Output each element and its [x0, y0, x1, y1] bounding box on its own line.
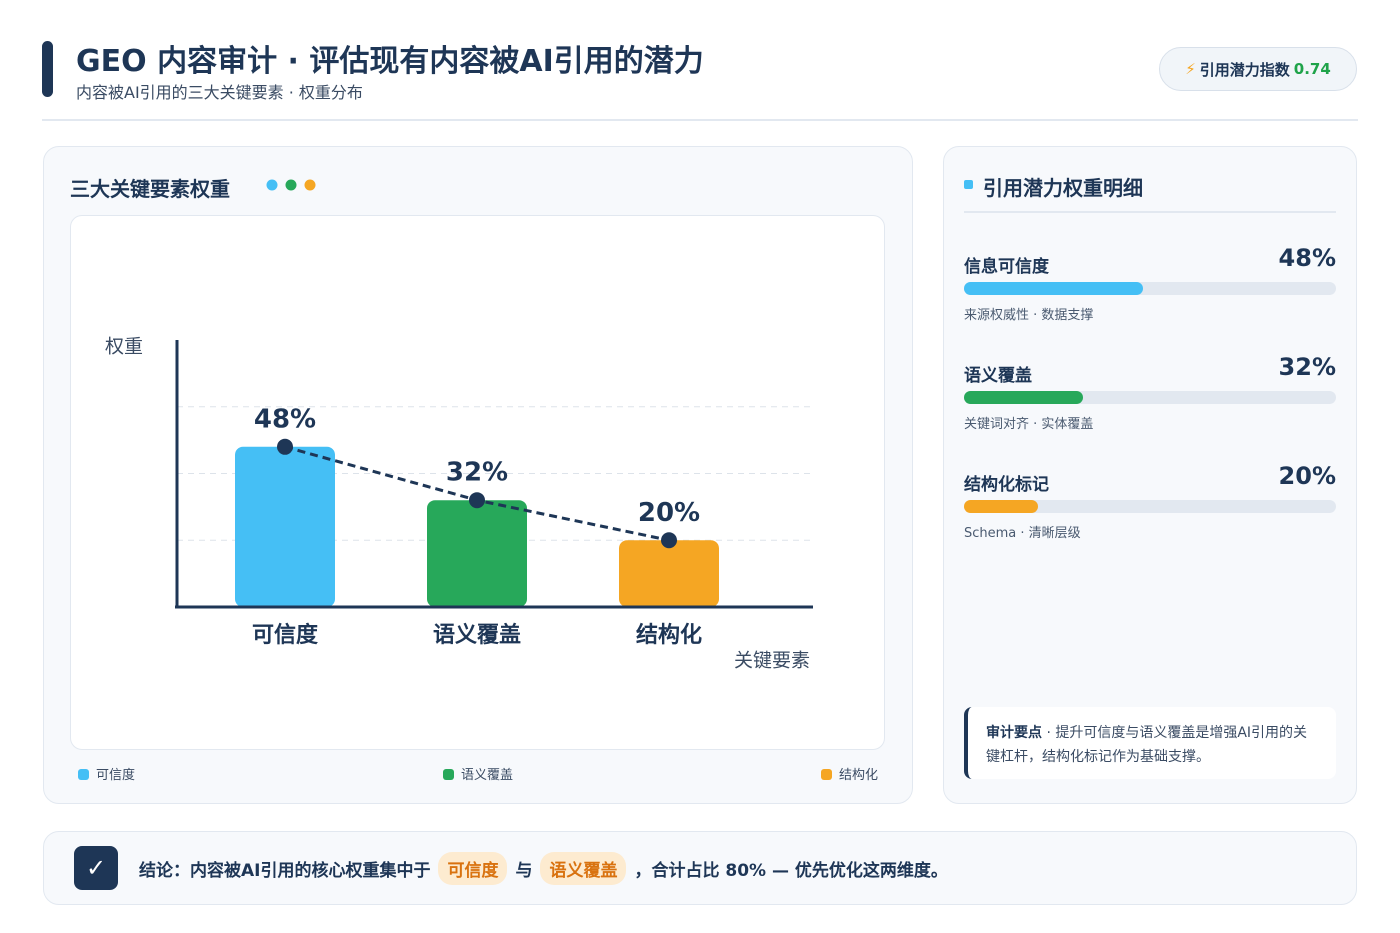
legend-swatch	[78, 769, 89, 780]
title-marker	[964, 180, 973, 189]
legend-swatch	[442, 769, 454, 780]
item-value: 32%	[1278, 353, 1336, 381]
accent-bar	[42, 41, 53, 97]
badge-value: 0.74	[1293, 60, 1331, 78]
conclusion-lead: 结论：内容被AI引用的核心权重集中于	[139, 860, 431, 881]
bar	[235, 446, 335, 607]
progress-bar	[964, 391, 1084, 404]
value-label: 32%	[446, 458, 508, 488]
title-dots	[266, 179, 316, 191]
tip-label: 审计要点	[986, 725, 1042, 741]
legend-swatch	[820, 769, 832, 780]
item-name: 信息可信度	[964, 257, 1049, 277]
x-tick-label: 结构化	[636, 622, 702, 648]
value-label: 20%	[638, 498, 700, 528]
legend-item: 可信度	[78, 764, 135, 783]
chart-title: 三大关键要素权重	[70, 177, 230, 201]
item-name: 语义覆盖	[964, 366, 1032, 386]
badge-label: 引用潜力指数	[1199, 60, 1290, 79]
item-name: 结构化标记	[964, 475, 1049, 495]
tip-text: · 提升可信度与语义覆盖是增强AI引用的关键杠杆，结构化标记作为基础支撑。	[986, 725, 1308, 765]
divider	[42, 119, 1358, 121]
page-title: GEO 内容审计 · 评估现有内容被AI引用的潜力	[76, 44, 704, 79]
conclusion-joiner: 与	[515, 860, 533, 881]
x-tick-label: 可信度	[252, 622, 319, 648]
point	[277, 438, 293, 455]
chart: 权重 关键要素 可信度 语义覆盖 结构化 48% 32% 20%	[105, 336, 813, 672]
badge: ⚡ 引用潜力指数 0.74	[1159, 47, 1357, 91]
check-icon: ✓	[74, 846, 118, 890]
x-axis-label: 关键要素	[734, 650, 810, 672]
conclusion: ✓ 结论：内容被AI引用的核心权重集中于 可信度 与 语义覆盖 ，合计占比 80…	[43, 831, 1357, 905]
tip: 审计要点 · 提升可信度与语义覆盖是增强AI引用的关键杠杆，结构化标记作为基础支…	[964, 707, 1336, 779]
legend-item: 语义覆盖	[442, 764, 513, 783]
legend-label: 结构化	[838, 768, 878, 783]
bar	[427, 500, 527, 607]
progress-track	[964, 391, 1336, 404]
highlight: 可信度	[438, 851, 508, 885]
progress-bar	[964, 500, 1039, 513]
y-axis-label: 权重	[105, 336, 143, 358]
x-tick-label: 语义覆盖	[433, 622, 521, 648]
legend-item: 结构化	[820, 764, 878, 783]
item-note: 关键词对齐 · 实体覆盖	[964, 417, 1094, 432]
progress-bar	[964, 282, 1143, 295]
panel-title: 引用潜力权重明细	[983, 176, 1143, 200]
conclusion-tail: ，合计占比 80% — 优先优化这两维度。	[634, 860, 948, 881]
page-subtitle: 内容被AI引用的三大关键要素 · 权重分布	[76, 83, 363, 102]
point	[661, 532, 677, 549]
highlight: 语义覆盖	[540, 851, 627, 885]
legend-label: 语义覆盖	[460, 768, 513, 783]
item-value: 20%	[1278, 462, 1336, 490]
progress-track	[964, 282, 1336, 295]
item-note: 来源权威性 · 数据支撑	[964, 308, 1094, 323]
value-label: 48%	[254, 404, 316, 434]
legend-label: 可信度	[96, 768, 136, 783]
detail-card	[943, 146, 1357, 804]
item-note: Schema · 清晰层级	[964, 526, 1081, 541]
plot-box	[70, 215, 885, 750]
panel-divider	[964, 211, 1336, 213]
point	[469, 492, 485, 509]
item-value: 48%	[1278, 244, 1336, 272]
progress-track	[964, 500, 1336, 513]
bar	[619, 540, 719, 607]
legend: 可信度 语义覆盖 结构化	[78, 764, 878, 783]
